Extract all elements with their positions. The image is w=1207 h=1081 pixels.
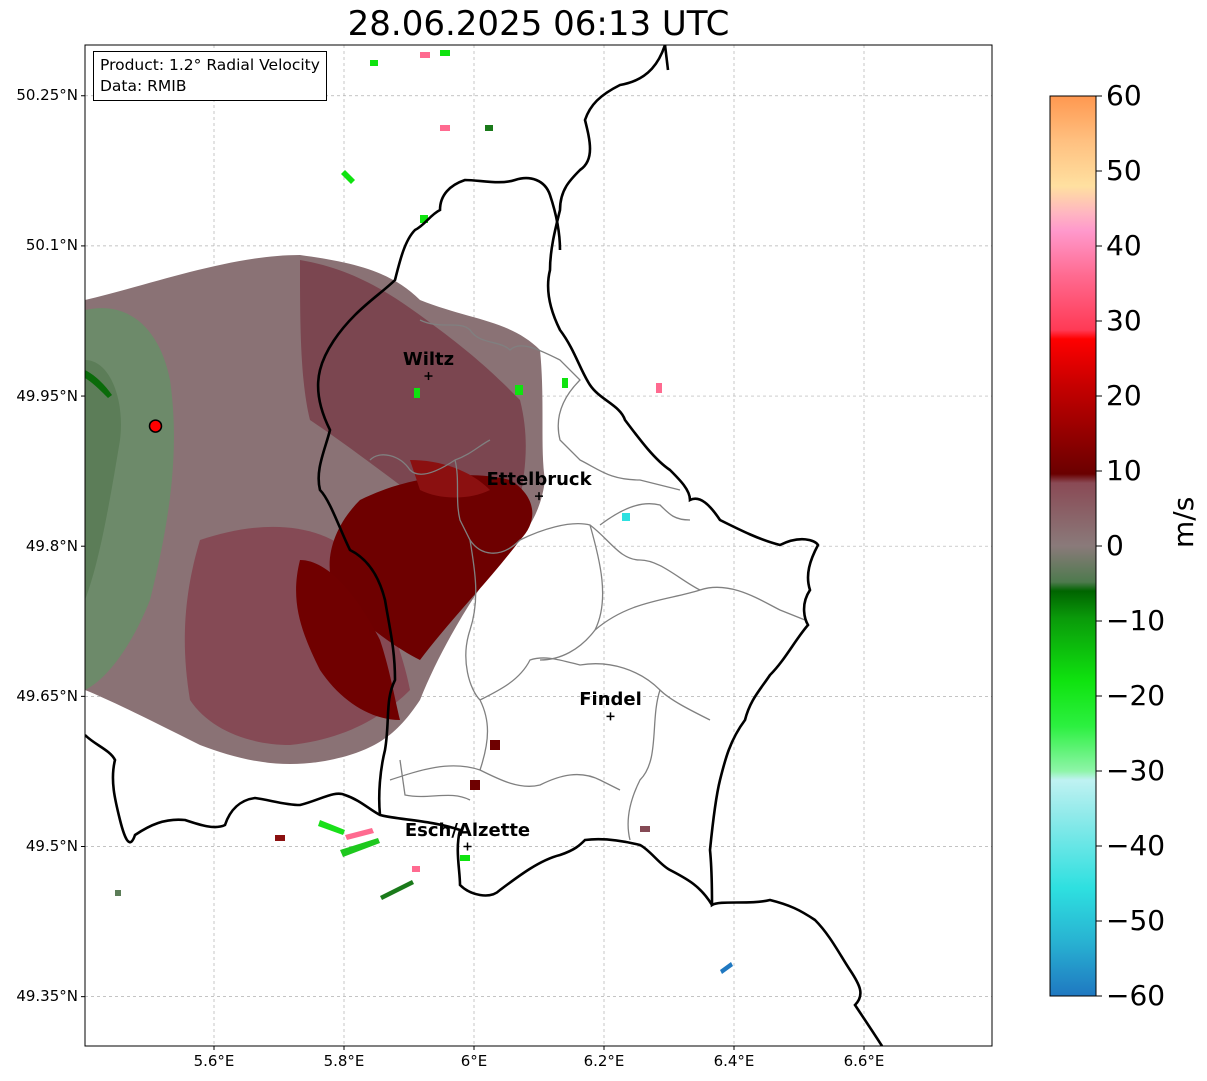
- chart-title: 28.06.2025 06:13 UTC: [347, 4, 730, 44]
- place-marker: [463, 842, 472, 851]
- colorbar-tick-label: −10: [1106, 604, 1166, 637]
- lon-label: 5.6°E: [193, 1052, 235, 1070]
- colorbar-tick-label: 0: [1106, 529, 1124, 562]
- colorbar-tick-label: 10: [1106, 454, 1142, 487]
- place-markers: [424, 372, 615, 851]
- place-label: Ettelbruck: [486, 469, 592, 491]
- info-box: Product: 1.2° Radial Velocity Data: RMIB: [93, 51, 327, 101]
- colorbar-tick-label: 60: [1106, 79, 1142, 112]
- lat-label: 49.5°N: [25, 837, 78, 855]
- map-frame: [84, 44, 993, 1047]
- lon-label: 5.8°E: [323, 1052, 365, 1070]
- colorbar-tick-label: −30: [1106, 754, 1166, 787]
- lon-label: 6.6°E: [843, 1052, 885, 1070]
- colorbar-ticks: [1096, 95, 1102, 997]
- colorbar-tick-label: −60: [1106, 979, 1166, 1012]
- canton-borders: [369, 319, 806, 841]
- place-label: Findel: [579, 689, 642, 711]
- place-label: Esch/Alzette: [404, 819, 531, 841]
- place-marker: [606, 712, 615, 721]
- place-label: Wiltz: [402, 349, 455, 371]
- info-product: Product: 1.2° Radial Velocity: [100, 56, 320, 74]
- colorbar-tick-label: 20: [1106, 379, 1142, 412]
- lat-label: 50.1°N: [25, 236, 78, 254]
- lon-label: 6.4°E: [713, 1052, 755, 1070]
- colorbar-tick-label: 40: [1106, 229, 1142, 262]
- colorbar-unit-label: m/s: [1167, 496, 1200, 548]
- colorbar-tick-label: 50: [1106, 154, 1142, 187]
- place-marker: [535, 492, 543, 501]
- place-marker: [424, 372, 433, 381]
- national-borders: [85, 45, 884, 1046]
- lon-label: 6°E: [460, 1052, 488, 1070]
- lat-label: 49.35°N: [16, 987, 78, 1005]
- axis-ticks: [81, 95, 865, 1050]
- radar-echo-field: [85, 50, 733, 974]
- colorbar-tick-label: −20: [1106, 679, 1166, 712]
- lat-label: 49.95°N: [16, 387, 78, 405]
- colorbar-tick-label: −40: [1106, 829, 1166, 862]
- lat-label: 49.8°N: [25, 537, 78, 555]
- lon-label: 6.2°E: [583, 1052, 625, 1070]
- colorbar: [1049, 95, 1097, 997]
- radar-site-marker: [148, 419, 163, 433]
- colorbar-tick-label: 30: [1106, 304, 1142, 337]
- info-data-source: Data: RMIB: [100, 77, 187, 95]
- lat-label: 49.65°N: [16, 687, 78, 705]
- lat-label: 50.25°N: [16, 86, 78, 104]
- colorbar-tick-label: −50: [1106, 904, 1166, 937]
